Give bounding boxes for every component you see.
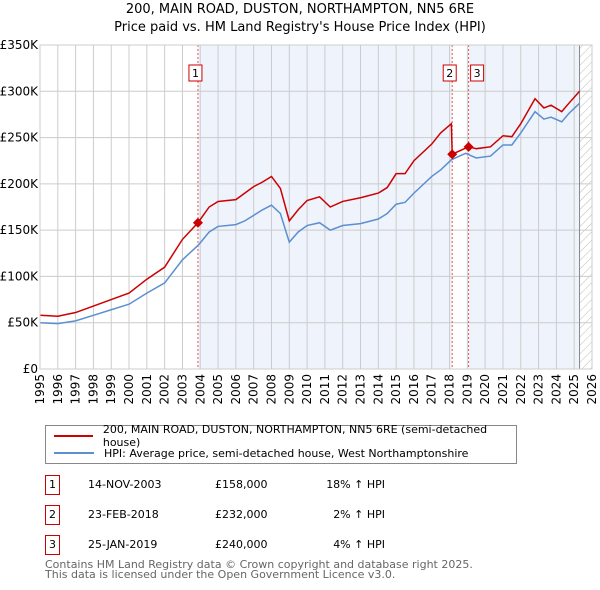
x-tick-label: 2014 — [371, 374, 385, 405]
y-tick-label: £300K — [0, 84, 39, 98]
y-tick-label: £150K — [0, 223, 39, 237]
x-tick-label: 2021 — [496, 374, 510, 405]
x-tick-label: 2024 — [549, 374, 563, 405]
footer: Contains HM Land Registry data © Crown c… — [45, 558, 473, 581]
transaction-date: 14-NOV-2003 — [88, 478, 162, 491]
x-tick-label: 2008 — [264, 374, 278, 405]
x-tick-label: 2019 — [460, 374, 474, 405]
sale-label-box — [470, 64, 485, 82]
series-line — [39, 90, 581, 317]
sale-label-box — [188, 64, 203, 82]
transaction-number: 2 — [45, 505, 60, 525]
x-tick-label: 2005 — [211, 374, 225, 405]
transaction-price: £240,000 — [215, 538, 268, 551]
x-tick-label: 2013 — [354, 374, 368, 405]
legend-item-property: 200, MAIN ROAD, DUSTON, NORTHAMPTON, NN5… — [54, 423, 516, 449]
x-tick-label: 2017 — [425, 374, 439, 405]
legend-label: 200, MAIN ROAD, DUSTON, NORTHAMPTON, NN5… — [102, 423, 488, 449]
x-tick-label: 2020 — [478, 374, 492, 405]
transaction-price: £158,000 — [215, 478, 268, 491]
x-tick-label: 1995 — [33, 374, 47, 405]
x-tick-label: 1999 — [104, 374, 118, 405]
x-tick-label: 2012 — [336, 374, 350, 405]
series-line — [39, 102, 581, 325]
y-tick-label: £0 — [23, 362, 38, 376]
x-tick-label: 2011 — [318, 374, 332, 405]
x-tick-label: 2000 — [122, 374, 136, 405]
transaction-number: 3 — [45, 535, 60, 555]
x-tick-label: 2025 — [567, 374, 581, 405]
legend-item-hpi: HPI: Average price, semi-detached house,… — [54, 445, 468, 461]
chart-subtitle: Price paid vs. HM Land Registry's House … — [114, 20, 486, 35]
transaction-hpi: 18% ↑ HPI — [326, 478, 385, 491]
price-chart: 1995 1996 1997 1998 1999 2000 2001 2002 2003 2004… — [0, 38, 599, 405]
transaction-date: 23-FEB-2018 — [88, 508, 159, 521]
x-tick-label: 1996 — [51, 374, 65, 405]
x-tick-label: 2023 — [532, 374, 546, 405]
x-tick-label: 1998 — [86, 374, 100, 405]
y-tick-label: £50K — [7, 316, 39, 330]
footer-line: This data is licensed under the Open Gov… — [45, 568, 396, 581]
x-tick-label: 2004 — [193, 374, 207, 405]
x-tick-label: 2018 — [443, 374, 457, 405]
sale-label-box — [442, 64, 457, 82]
transaction-row: 3 25-JAN-2019 £240,000 4% ↑ HPI — [45, 535, 445, 555]
sale-label: 1 — [192, 67, 199, 80]
x-tick-label: 2015 — [389, 374, 403, 405]
x-tick-label: 2026 — [585, 374, 599, 405]
x-tick-label: 2006 — [229, 374, 243, 405]
transaction-row: 1 14-NOV-2003 £158,000 18% ↑ HPI — [45, 475, 445, 495]
y-tick-label: £100K — [0, 269, 39, 283]
shaded-region — [468, 45, 580, 369]
x-tick-label: 2002 — [158, 374, 172, 405]
plot-border — [39, 44, 593, 370]
sale-point — [192, 217, 203, 228]
x-tick-label: 2003 — [175, 374, 189, 405]
y-tick-label: £250K — [0, 131, 39, 145]
y-tick-label: £200K — [0, 177, 39, 191]
transaction-hpi: 4% ↑ HPI — [333, 538, 385, 551]
transaction-price: £232,000 — [215, 508, 268, 521]
transaction-hpi: 2% ↑ HPI — [333, 508, 385, 521]
x-tick-label: 2001 — [140, 374, 154, 405]
chart-title: 200, MAIN ROAD, DUSTON, NORTHAMPTON, NN5… — [125, 2, 475, 17]
x-tick-label: 2022 — [514, 374, 528, 405]
transaction-row: 2 23-FEB-2018 £232,000 2% ↑ HPI — [45, 505, 445, 525]
x-tick-label: 1997 — [69, 374, 83, 405]
legend: 200, MAIN ROAD, DUSTON, NORTHAMPTON, NN5… — [45, 423, 517, 464]
legend-label: HPI: Average price, semi-detached house,… — [104, 446, 469, 460]
y-tick-label: £350K — [0, 38, 39, 52]
x-tick-label: 2007 — [247, 374, 261, 405]
forecast-hatch — [579, 45, 592, 369]
sale-label: 3 — [474, 67, 481, 80]
sale-point — [463, 141, 474, 152]
x-tick-label: 2016 — [407, 374, 421, 405]
sale-point — [447, 149, 458, 160]
x-tick-label: 2010 — [300, 374, 314, 405]
footer-line: Contains HM Land Registry data © Crown c… — [45, 558, 473, 571]
sale-label: 2 — [446, 67, 453, 80]
transaction-date: 25-JAN-2019 — [88, 538, 158, 551]
transaction-number: 1 — [45, 475, 60, 495]
x-tick-label: 2009 — [282, 374, 296, 405]
